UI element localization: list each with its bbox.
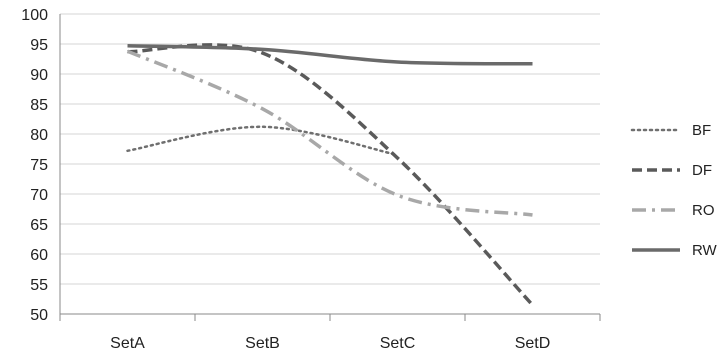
y-tick-label: 95 (30, 37, 48, 54)
legend-label-df: DF (692, 162, 712, 179)
y-tick-label: 85 (30, 97, 48, 114)
series-line-rw (127, 44, 533, 66)
series-line-df (127, 43, 534, 307)
y-tick-label: 60 (30, 247, 48, 264)
y-tick-label: 55 (30, 277, 48, 294)
legend-label-bf: BF (692, 122, 711, 139)
y-tick-label: 90 (30, 67, 48, 84)
tick-labels: 50 55 60 65 70 75 80 85 90 95 100 SetA SetB SetC SetD (21, 7, 550, 352)
y-tick-label: 50 (30, 307, 48, 324)
y-tick-label: 100 (21, 7, 48, 24)
y-tick-label: 80 (30, 127, 48, 144)
y-tick-label: 75 (30, 157, 48, 174)
gridlines (60, 13, 600, 285)
series-line-ro (126, 49, 533, 217)
x-tick-label: SetA (110, 335, 145, 352)
x-tick-label: SetD (515, 335, 551, 352)
y-tick-label: 65 (30, 217, 48, 234)
legend: BF DF RO RW (630, 122, 718, 259)
series-lines (126, 43, 534, 307)
legend-label-ro: RO (692, 202, 715, 219)
x-tick-label: SetB (245, 335, 280, 352)
axes (59, 14, 601, 321)
series-line-bf (126, 125, 399, 157)
x-tick-label: SetC (380, 335, 416, 352)
y-tick-label: 70 (30, 187, 48, 204)
legend-label-rw: RW (692, 242, 718, 259)
